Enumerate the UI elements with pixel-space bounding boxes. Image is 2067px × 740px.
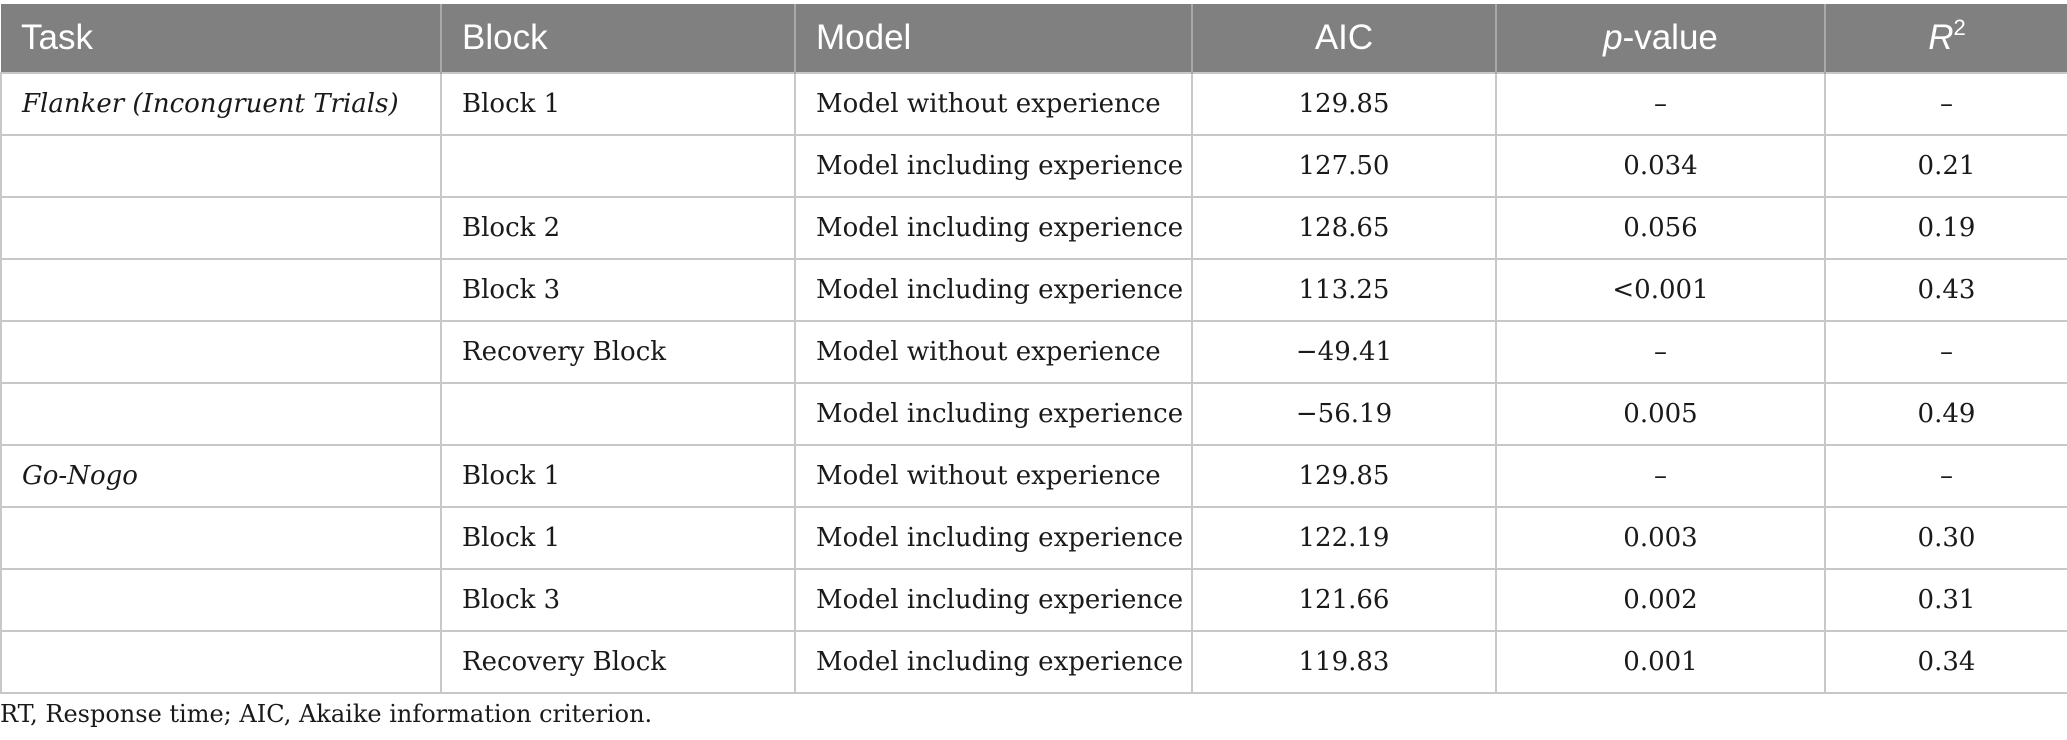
- cell-model: Model including experience: [794, 568, 1193, 632]
- cell-task: Flanker (Incongruent Trials): [0, 72, 442, 136]
- table-row: Model including experience −56.19 0.005 0.4…: [0, 382, 2067, 446]
- cell-p-value: 0.002: [1495, 568, 1826, 632]
- cell-r-squared: –: [1824, 72, 2067, 136]
- cell-model: Model without experience: [794, 72, 1193, 136]
- cell-p-value: 0.005: [1495, 382, 1826, 446]
- cell-task: [0, 382, 442, 446]
- table-row: Block 3 Model including experience 113.25 <…: [0, 258, 2067, 322]
- cell-r-squared: 0.34: [1824, 630, 2067, 694]
- cell-model: Model including experience: [794, 506, 1193, 570]
- header-p-rest: -value: [1622, 18, 1718, 57]
- table-row: Recovery Block Model including experience…: [0, 630, 2067, 694]
- cell-p-value: –: [1495, 444, 1826, 508]
- header-r-italic: R: [1928, 18, 1954, 57]
- table-row: Go-Nogo Block 1 Model without experience 12…: [0, 444, 2067, 508]
- header-p-value: p-value: [1496, 4, 1826, 73]
- cell-block: Recovery Block: [440, 630, 796, 694]
- cell-task: [0, 568, 442, 632]
- cell-aic: 113.25: [1191, 258, 1497, 322]
- cell-model: Model including experience: [794, 382, 1193, 446]
- cell-block: [440, 134, 796, 198]
- results-table: Task Block Model AIC p-value R2 Flanker …: [0, 4, 2067, 694]
- cell-block: Recovery Block: [440, 320, 796, 384]
- table-row: Model including experience 127.50 0.034 0.2…: [0, 134, 2067, 198]
- header-r-squared: R2: [1825, 4, 2067, 73]
- cell-r-squared: 0.21: [1824, 134, 2067, 198]
- table-row: Block 3 Model including experience 121.66 0…: [0, 568, 2067, 632]
- header-block: Block: [441, 4, 796, 73]
- cell-r-squared: 0.49: [1824, 382, 2067, 446]
- header-task: Task: [1, 4, 442, 73]
- cell-p-value: 0.001: [1495, 630, 1826, 694]
- cell-task: [0, 134, 442, 198]
- cell-block: [440, 382, 796, 446]
- cell-block: Block 2: [440, 196, 796, 260]
- table-row: Flanker (Incongruent Trials) Block 1 Model…: [0, 72, 2067, 136]
- cell-r-squared: –: [1824, 320, 2067, 384]
- cell-model: Model including experience: [794, 258, 1193, 322]
- header-p-italic: p: [1603, 18, 1623, 57]
- cell-block: Block 3: [440, 568, 796, 632]
- cell-model: Model without experience: [794, 320, 1193, 384]
- cell-block: Block 1: [440, 506, 796, 570]
- cell-r-squared: 0.19: [1824, 196, 2067, 260]
- header-model: Model: [795, 4, 1193, 73]
- cell-r-squared: 0.30: [1824, 506, 2067, 570]
- cell-task: [0, 630, 442, 694]
- cell-aic: 129.85: [1191, 444, 1497, 508]
- table-header-row: Task Block Model AIC p-value R2: [1, 4, 2067, 73]
- table-row: Recovery Block Model without experience −4…: [0, 320, 2067, 384]
- cell-r-squared: 0.43: [1824, 258, 2067, 322]
- results-table-container: Task Block Model AIC p-value R2 Flanker …: [0, 4, 2067, 694]
- cell-model: Model including experience: [794, 134, 1193, 198]
- cell-aic: 128.65: [1191, 196, 1497, 260]
- table-row: Block 1 Model including experience 122.19 0…: [0, 506, 2067, 570]
- cell-p-value: –: [1495, 320, 1826, 384]
- cell-p-value: 0.003: [1495, 506, 1826, 570]
- table-footnote: RT, Response time; AIC, Akaike informati…: [0, 700, 653, 728]
- cell-aic: 129.85: [1191, 72, 1497, 136]
- cell-p-value: 0.034: [1495, 134, 1826, 198]
- cell-r-squared: –: [1824, 444, 2067, 508]
- cell-model: Model including experience: [794, 630, 1193, 694]
- header-aic: AIC: [1192, 4, 1497, 73]
- cell-task: Go-Nogo: [0, 444, 442, 508]
- cell-aic: 119.83: [1191, 630, 1497, 694]
- cell-r-squared: 0.31: [1824, 568, 2067, 632]
- table-body: Flanker (Incongruent Trials) Block 1 Model…: [0, 72, 2067, 694]
- cell-model: Model without experience: [794, 444, 1193, 508]
- cell-aic: −49.41: [1191, 320, 1497, 384]
- cell-task: [0, 258, 442, 322]
- cell-block: Block 1: [440, 72, 796, 136]
- table-row: Block 2 Model including experience 128.65 0…: [0, 196, 2067, 260]
- cell-aic: −56.19: [1191, 382, 1497, 446]
- cell-block: Block 1: [440, 444, 796, 508]
- cell-task: [0, 506, 442, 570]
- header-r-sup: 2: [1953, 15, 1966, 40]
- cell-p-value: 0.056: [1495, 196, 1826, 260]
- cell-task: [0, 320, 442, 384]
- cell-block: Block 3: [440, 258, 796, 322]
- cell-model: Model including experience: [794, 196, 1193, 260]
- cell-aic: 122.19: [1191, 506, 1497, 570]
- cell-aic: 127.50: [1191, 134, 1497, 198]
- cell-task: [0, 196, 442, 260]
- cell-p-value: –: [1495, 72, 1826, 136]
- cell-aic: 121.66: [1191, 568, 1497, 632]
- cell-p-value: <0.001: [1495, 258, 1826, 322]
